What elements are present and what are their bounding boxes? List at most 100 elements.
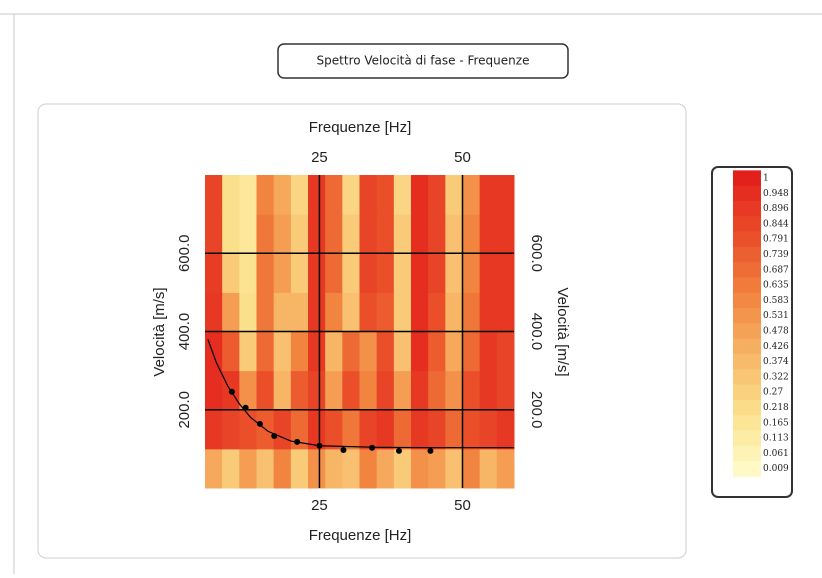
- heat-cell: [308, 175, 326, 215]
- colorbar-swatch: [733, 323, 761, 340]
- pick-point: [427, 447, 434, 454]
- heat-cell: [222, 214, 240, 254]
- heat-cell: [462, 292, 481, 332]
- heat-cell: [205, 292, 223, 332]
- heat-cell: [393, 331, 412, 372]
- heat-cell: [308, 214, 326, 254]
- heatmap: [205, 175, 515, 489]
- heat-cell: [411, 448, 429, 489]
- colorbar-label: 0.27: [763, 388, 783, 398]
- heat-cell: [445, 409, 463, 450]
- colorbar-swatch: [733, 308, 761, 324]
- heat-cell: [290, 175, 309, 215]
- colorbar-label: 0.478: [763, 327, 789, 337]
- colorbar-label: 0.791: [763, 235, 789, 245]
- pick-point: [395, 447, 402, 454]
- colorbar-swatch: [733, 430, 761, 447]
- heat-cell: [256, 292, 275, 332]
- colorbar-label: 0.844: [763, 219, 789, 229]
- heat-cell: [496, 409, 515, 450]
- heat-cell: [239, 448, 257, 489]
- heat-cell: [342, 253, 360, 293]
- colorbar-label: 0.739: [763, 250, 789, 260]
- heat-cell: [411, 214, 429, 254]
- heat-cell: [290, 292, 309, 332]
- heat-cell: [273, 331, 292, 372]
- x-tick-label: 50: [454, 497, 471, 514]
- heat-cell: [445, 214, 463, 254]
- heat-cell: [239, 175, 257, 215]
- heat-cell: [308, 253, 326, 293]
- y-tick-label: 200.0: [176, 391, 193, 429]
- colorbar-swatch: [733, 384, 761, 401]
- heat-cell: [205, 214, 223, 254]
- heat-cell: [479, 175, 498, 215]
- colorbar-swatch: [733, 277, 761, 294]
- heat-cell: [342, 448, 360, 489]
- heat-cell: [428, 292, 446, 332]
- heat-cell: [376, 214, 395, 254]
- heat-cell: [479, 370, 498, 411]
- heat-cell: [428, 448, 446, 489]
- pick-point: [271, 432, 278, 439]
- heat-cell: [359, 292, 378, 332]
- colorbar-label: 0.322: [763, 372, 789, 382]
- heat-cell: [359, 331, 378, 372]
- heat-cell: [325, 409, 343, 450]
- heat-cell: [445, 253, 463, 293]
- pick-point: [228, 388, 235, 395]
- heat-cell: [445, 292, 463, 332]
- x-tick-label: 50: [454, 149, 471, 166]
- heat-cell: [359, 448, 378, 489]
- heat-cell: [205, 175, 223, 215]
- heat-cell: [205, 409, 223, 450]
- colorbar-swatch: [733, 445, 761, 462]
- heat-cell: [342, 292, 360, 332]
- heat-cell: [428, 409, 446, 450]
- heat-cell: [290, 448, 309, 489]
- heat-cell: [496, 331, 515, 372]
- heat-cell: [290, 331, 309, 372]
- heat-cell: [479, 409, 498, 450]
- heat-cell: [325, 214, 343, 254]
- heat-cell: [479, 331, 498, 372]
- pick-point: [242, 404, 249, 411]
- heat-cell: [376, 292, 395, 332]
- colorbar-swatch: [733, 338, 761, 355]
- colorbar-swatch: [733, 231, 761, 248]
- heat-cell: [428, 214, 446, 254]
- heat-cell: [290, 253, 309, 293]
- heat-cell: [496, 370, 515, 411]
- heat-cell: [273, 175, 292, 215]
- heat-cell: [462, 370, 481, 411]
- heat-cell: [205, 370, 223, 411]
- colorbar-swatch: [733, 246, 761, 263]
- heat-cell: [222, 253, 240, 293]
- heat-cell: [462, 448, 481, 489]
- heat-cell: [325, 175, 343, 215]
- heat-cell: [308, 331, 326, 372]
- heat-cell: [411, 175, 429, 215]
- colorbar-label: 0.635: [763, 281, 789, 291]
- colorbar-swatch: [733, 399, 761, 416]
- heat-cell: [496, 253, 515, 293]
- y-axis-title-right: Velocità [m/s]: [554, 287, 571, 376]
- colorbar-label: 0.583: [763, 296, 789, 306]
- heat-cell: [411, 253, 429, 293]
- colorbar-swatch: [733, 353, 761, 370]
- colorbar-label: 0.374: [763, 357, 789, 367]
- heat-cell: [411, 409, 429, 450]
- colorbar-label: 0.426: [763, 342, 789, 352]
- heat-cell: [496, 214, 515, 254]
- heat-cell: [359, 370, 378, 411]
- heat-cell: [411, 370, 429, 411]
- heat-cell: [222, 292, 240, 332]
- heat-cell: [428, 253, 446, 293]
- heat-cell: [462, 214, 481, 254]
- heat-cell: [239, 214, 257, 254]
- dispersion-curve: [207, 339, 514, 449]
- heat-cell: [393, 448, 412, 489]
- colorbar-label: 0.896: [763, 204, 789, 214]
- heat-cell: [445, 331, 463, 372]
- heat-cell: [393, 175, 412, 215]
